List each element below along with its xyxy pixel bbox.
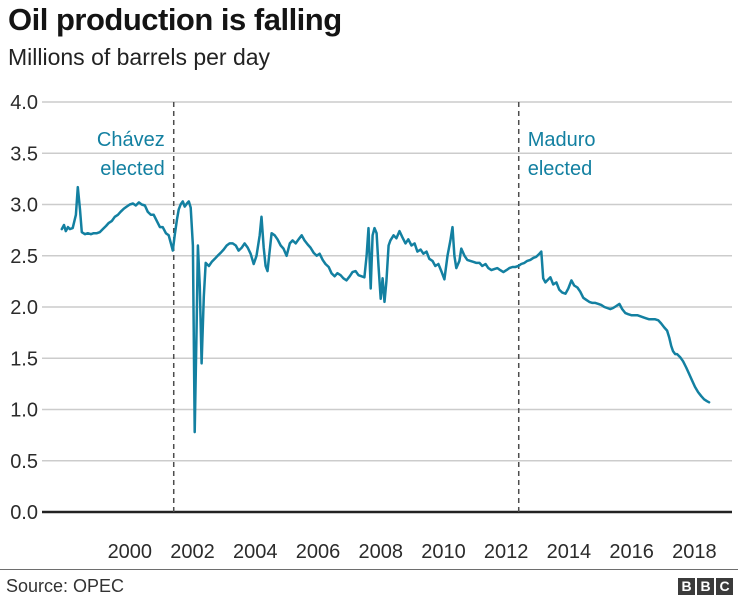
y-tick-label: 1.0 <box>10 400 38 422</box>
bbc-logo: B B C <box>678 578 733 595</box>
x-tick-label: 2014 <box>547 541 592 563</box>
event-label-line2: elected <box>100 158 165 180</box>
event-label-line2: elected <box>528 158 593 180</box>
event-label-line1: Maduro <box>528 129 596 151</box>
footer-divider <box>0 569 738 570</box>
x-tick-label: 2010 <box>421 541 466 563</box>
x-tick-label: 2008 <box>358 541 403 563</box>
source-label: Source: OPEC <box>6 576 125 596</box>
event-label-line1: Chávez <box>97 129 165 151</box>
x-tick-label: 2004 <box>233 541 278 563</box>
y-tick-label: 0.5 <box>10 451 38 473</box>
bbc-logo-block: C <box>716 578 733 595</box>
x-tick-label: 2002 <box>170 541 215 563</box>
x-tick-label: 2018 <box>672 541 717 563</box>
bbc-logo-block: B <box>697 578 714 595</box>
y-tick-label: 2.5 <box>10 246 38 268</box>
x-tick-label: 2012 <box>484 541 529 563</box>
y-tick-label: 1.5 <box>10 348 38 370</box>
y-tick-label: 3.0 <box>10 195 38 217</box>
production-line <box>60 185 711 434</box>
y-tick-label: 2.0 <box>10 297 38 319</box>
page-subtitle: Millions of barrels per day <box>8 44 271 70</box>
x-tick-label: 2000 <box>108 541 153 563</box>
y-tick-label: 4.0 <box>10 92 38 114</box>
y-tick-label: 0.0 <box>10 502 38 524</box>
page-title: Oil production is falling <box>8 2 342 37</box>
bbc-logo-block: B <box>678 578 695 595</box>
x-tick-label: 2016 <box>609 541 654 563</box>
x-tick-label: 2006 <box>296 541 341 563</box>
y-tick-label: 3.5 <box>10 143 38 165</box>
